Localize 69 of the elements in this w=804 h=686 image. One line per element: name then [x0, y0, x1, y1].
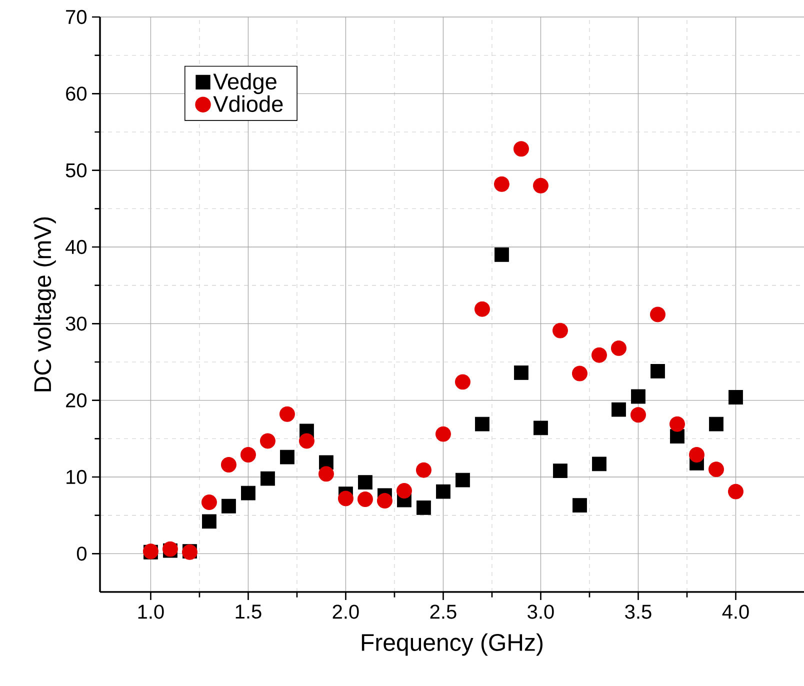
point — [572, 498, 587, 513]
point — [260, 433, 276, 449]
point — [240, 447, 256, 462]
point — [708, 462, 724, 478]
x-tick-label: 4.0 — [722, 604, 749, 619]
point — [630, 407, 646, 423]
x-tick-label: 2.0 — [332, 604, 359, 619]
point — [514, 366, 528, 380]
point — [220, 456, 236, 472]
point — [241, 486, 256, 500]
point — [552, 322, 568, 338]
point — [532, 178, 548, 194]
point — [260, 471, 275, 486]
point — [201, 494, 217, 510]
point — [728, 484, 744, 500]
point — [709, 416, 724, 432]
y-tick-label: 40 — [66, 240, 86, 254]
y-tick-label: 70 — [66, 10, 86, 24]
point — [689, 447, 704, 462]
point — [475, 416, 490, 432]
point — [592, 456, 606, 472]
y-tick-label: 60 — [66, 86, 86, 101]
x-tick-label: 3.0 — [528, 604, 554, 619]
x-tick-label: 3.5 — [625, 604, 652, 619]
point — [650, 364, 665, 378]
point — [454, 374, 470, 390]
point — [416, 500, 431, 515]
y-tick-label: 20 — [66, 393, 86, 408]
point — [357, 491, 373, 507]
point — [553, 464, 568, 478]
y-tick-label: 50 — [66, 163, 86, 178]
point — [435, 426, 451, 442]
y-axis-title: DC voltage (mV) — [34, 217, 56, 392]
legend-label: Vedge — [213, 72, 276, 94]
point — [474, 301, 490, 317]
legend-label: Vdiode — [213, 95, 283, 112]
point — [494, 247, 509, 262]
point — [222, 498, 236, 514]
point — [376, 493, 392, 508]
point — [416, 462, 432, 478]
point — [456, 472, 470, 488]
point — [670, 416, 685, 432]
point — [534, 420, 548, 436]
point — [396, 483, 412, 499]
point — [436, 484, 450, 499]
x-axis-title: Frequency (GHz) — [362, 633, 542, 656]
point — [280, 450, 294, 464]
y-tick-label: 10 — [66, 470, 86, 484]
point — [202, 514, 216, 529]
point — [279, 406, 295, 422]
point — [650, 306, 666, 322]
point — [591, 347, 607, 363]
point — [318, 466, 334, 482]
point — [728, 390, 743, 404]
x-tick-label: 1.5 — [236, 604, 262, 619]
y-tick-label: 0 — [76, 546, 86, 561]
y-tick-label: 30 — [66, 316, 86, 331]
point — [358, 475, 372, 490]
point — [494, 176, 510, 192]
point — [631, 389, 646, 404]
point — [572, 366, 588, 382]
point — [338, 490, 354, 506]
point — [298, 433, 314, 449]
x-tick-label: 2.5 — [430, 604, 456, 619]
point — [612, 402, 626, 417]
point — [513, 141, 529, 157]
point — [610, 340, 626, 356]
point — [670, 429, 684, 444]
x-tick-label: 1.0 — [138, 604, 164, 619]
